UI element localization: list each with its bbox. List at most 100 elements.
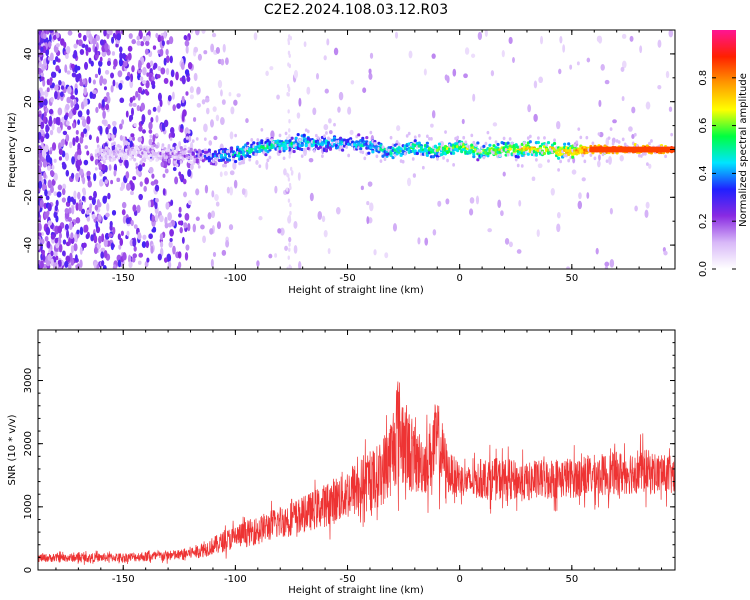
spectrogram-cell [170, 127, 175, 135]
spectrogram-cell [664, 154, 667, 159]
spectrogram-cell [65, 255, 71, 263]
spectrogram-cell [258, 164, 262, 169]
spectrogram-cell [106, 92, 110, 97]
spectrogram-cell [45, 37, 49, 43]
spectrogram-cell [298, 138, 302, 142]
spectrogram-cell [407, 131, 411, 136]
spectrogram-cell [408, 50, 413, 59]
spectrogram-cell [245, 118, 249, 124]
spectrogram-cell [528, 140, 532, 144]
spectrogram-cell [104, 69, 110, 75]
spectrogram-cell [97, 214, 102, 221]
spectrogram-cell [314, 133, 318, 138]
spectrogram-cell [129, 157, 133, 161]
spectrogram-cell [210, 119, 214, 128]
spectrogram-cell [81, 43, 86, 49]
spectrogram-cell [389, 135, 393, 140]
spectrogram-cell [119, 97, 125, 104]
spectrogram-cell [472, 93, 476, 102]
spectrogram-cell [236, 93, 241, 98]
spectrogram-cell [225, 240, 230, 248]
spectrogram-cell [526, 136, 530, 140]
spectrogram-cell [425, 141, 429, 145]
spectrogram-cell [189, 86, 194, 94]
spectrogram-cell [196, 102, 202, 108]
spectrogram-cell [193, 148, 197, 152]
spectrogram-cell [461, 118, 465, 125]
spectrogram-cell [204, 184, 209, 194]
spectrogram-cell [88, 76, 92, 84]
spectrogram-cell [151, 76, 155, 81]
spectrogram-cell [139, 76, 144, 81]
spectrogram-cell [229, 147, 234, 151]
spectrogram-cell [286, 187, 289, 192]
spectrogram-cell [298, 261, 302, 269]
spectrogram-cell [172, 166, 177, 172]
spectrogram-cell [167, 261, 172, 269]
spectrogram-cell [46, 165, 51, 171]
spectrogram-cell [185, 136, 189, 140]
spectrogram-cell [53, 251, 58, 257]
spectrogram-cell [99, 170, 103, 177]
figure-title: C2E2.2024.108.03.12.R03 [264, 2, 448, 18]
spectrogram-cell [657, 84, 662, 90]
spectrogram-cell [417, 141, 421, 145]
spectrogram-cell [581, 153, 585, 158]
spectrogram-cell [477, 31, 483, 41]
spectrogram-cell [452, 68, 457, 77]
spectrogram-cell [53, 117, 57, 125]
spectrogram-cell [90, 60, 94, 67]
spectrogram-cell [559, 159, 563, 164]
spectrogram-cell [73, 243, 78, 252]
spectrogram-cell [423, 68, 427, 76]
spectrogram-cell [74, 103, 80, 111]
spectrogram-cell [148, 121, 153, 130]
spectrogram-cell [197, 53, 202, 61]
spectrogram-cell [102, 160, 106, 164]
spectrogram-cell [333, 122, 336, 127]
spectrogram-cell [361, 150, 365, 155]
spectrogram-cell [643, 152, 647, 156]
spectrogram-cell [233, 179, 238, 189]
spectrogram-cell [75, 217, 81, 224]
spectrogram-cell [221, 99, 226, 105]
spectrogram-cell [405, 134, 409, 138]
spectrogram-cell [57, 191, 62, 197]
spectrogram-cell [268, 140, 272, 144]
spectrogram-cell [145, 91, 150, 96]
spectrogram-cell [109, 220, 113, 228]
spectrogram-cell [82, 176, 86, 185]
spectrogram-cell [96, 264, 100, 269]
spectrogram-cell [563, 142, 567, 146]
spectrogram-cell [145, 34, 151, 42]
spectrogram-cell [472, 140, 476, 145]
spectrogram-cell [44, 235, 49, 242]
spectrogram-cell [193, 46, 199, 53]
spectrogram-cell [456, 135, 460, 140]
spectrogram-cell [175, 145, 179, 149]
spectrogram-cell [118, 82, 123, 90]
spectrogram-cell [195, 137, 199, 141]
spectrogram-cell [543, 136, 546, 140]
spectrogram-cell [75, 202, 79, 211]
spectrogram-cell [362, 87, 367, 93]
spectrogram-cell [365, 135, 369, 140]
spectrogram-cell [95, 220, 99, 229]
spectrogram-cell [368, 217, 373, 224]
spectrogram-cell [41, 183, 46, 192]
spectrogram-cell [96, 198, 101, 208]
colorbar-gradient [712, 30, 736, 269]
spectrogram-cell [229, 131, 234, 140]
spectrogram-cell [216, 221, 222, 230]
spectrogram-cell [621, 96, 625, 102]
spectrogram-cell [323, 229, 328, 238]
spectrogram-cell [518, 200, 522, 207]
spectrogram-cell [151, 173, 155, 179]
spectrogram-cell [47, 179, 52, 189]
spectrogram-cell [211, 43, 214, 52]
spectrogram-cell [128, 261, 133, 268]
spectrogram-cell [598, 99, 602, 108]
spectrogram-cell [391, 155, 395, 160]
spectrogram-cell [593, 156, 597, 161]
spectrogram-cell [407, 177, 412, 187]
